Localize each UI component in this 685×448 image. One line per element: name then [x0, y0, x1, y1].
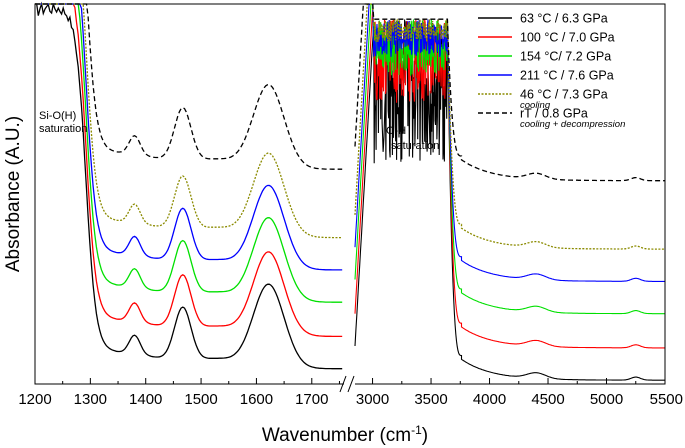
series-line-right	[354, 6, 665, 349]
annotation-oh-line2: saturation	[391, 140, 439, 152]
series-line-right	[354, 19, 665, 381]
x-tick-label: 1500	[184, 391, 217, 408]
legend-label: 100 °C / 7.0 GPa	[520, 31, 615, 45]
x-tick-label: 4500	[531, 391, 564, 408]
series-line-right	[354, 3, 665, 182]
legend-label: rT / 0.8 GPa	[520, 107, 588, 121]
series-line-left	[35, 3, 343, 271]
x-tick-label: 4000	[473, 391, 506, 408]
x-tick-label: 3000	[356, 391, 389, 408]
annotation-oh-line1: O-H	[386, 125, 406, 137]
x-tick-label: 5000	[590, 391, 623, 408]
series-line-left	[35, 3, 343, 338]
legend-label: 63 °C / 6.3 GPa	[520, 12, 608, 26]
legend: 63 °C / 6.3 GPa 100 °C / 7.0 GPa 154 °C/ 7…	[478, 12, 625, 130]
annotation-sio-line2: saturation	[39, 123, 87, 135]
legend-label: 154 °C/ 7.2 GPa	[520, 50, 611, 64]
x-tick-label: 1300	[74, 391, 107, 408]
series-line-left	[35, 3, 343, 303]
x-axis-title: Wavenumber (cm-1)	[262, 423, 428, 446]
series-line-right	[354, 3, 665, 250]
x-tick-label: 1600	[240, 391, 273, 408]
axis-break-gap	[344, 370, 355, 388]
x-tick-label: 5500	[650, 391, 683, 408]
series-line-left	[35, 3, 343, 170]
x-ticks: 1200 1300 1400 1500 1600 1700 3000 3500 4000 4500…	[18, 378, 683, 408]
axis-break-marker	[339, 375, 355, 393]
series-line-left	[35, 1, 343, 370]
series-layer	[35, 1, 665, 381]
x-tick-label: 1200	[18, 391, 51, 408]
x-tick-label: 1400	[129, 391, 162, 408]
x-tick-label: 1700	[295, 391, 328, 408]
legend-label: 211 °C / 7.6 GPa	[520, 69, 614, 83]
series-line-right	[354, 3, 665, 282]
legend-note: cooling + decompression	[520, 119, 625, 130]
x-tick-label: 3500	[414, 391, 447, 408]
legend-note: cooling	[520, 100, 551, 111]
legend-label: 46 °C / 7.3 GPa	[520, 88, 608, 102]
annotation-sio-line1: Si-O(H)	[39, 110, 76, 122]
y-axis-title: Absorbance (A.U.)	[3, 116, 24, 272]
